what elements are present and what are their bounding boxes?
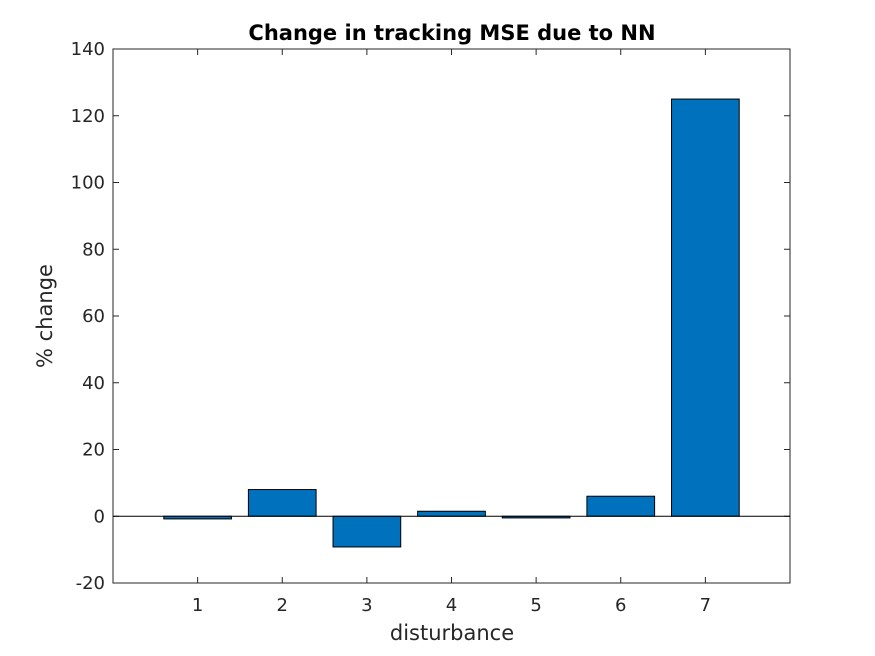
y-tick-label: 120 [71,106,105,127]
y-tick-label: 40 [82,373,105,394]
bar [417,510,486,517]
x-tick-label: 2 [277,595,288,616]
bar [247,489,317,517]
bar [332,515,402,548]
bar [586,495,656,517]
y-tick-label: 100 [71,173,105,194]
chart-title: Change in tracking MSE due to NN [248,21,655,45]
x-tick-label: 3 [361,595,372,616]
y-tick-label: -20 [76,573,105,594]
y-tick-label: 0 [94,506,105,527]
y-tick-label: 140 [71,39,105,60]
x-tick-label: 7 [700,595,711,616]
x-tick-label: 1 [192,595,203,616]
x-axis-label: disturbance [390,621,514,645]
y-axis-label: % change [33,264,57,368]
y-tick-label: 60 [82,306,105,327]
plot-area: -20 0 20 40 60 80 100 120 140 1 2 3 4 5 6 7 [71,39,791,616]
y-tick-label: 80 [82,239,105,260]
x-tick-label: 5 [530,595,541,616]
x-tick-label: 6 [615,595,626,616]
x-tick-label: 4 [446,595,457,616]
bar [671,98,740,517]
y-tick-label: 20 [82,440,105,461]
